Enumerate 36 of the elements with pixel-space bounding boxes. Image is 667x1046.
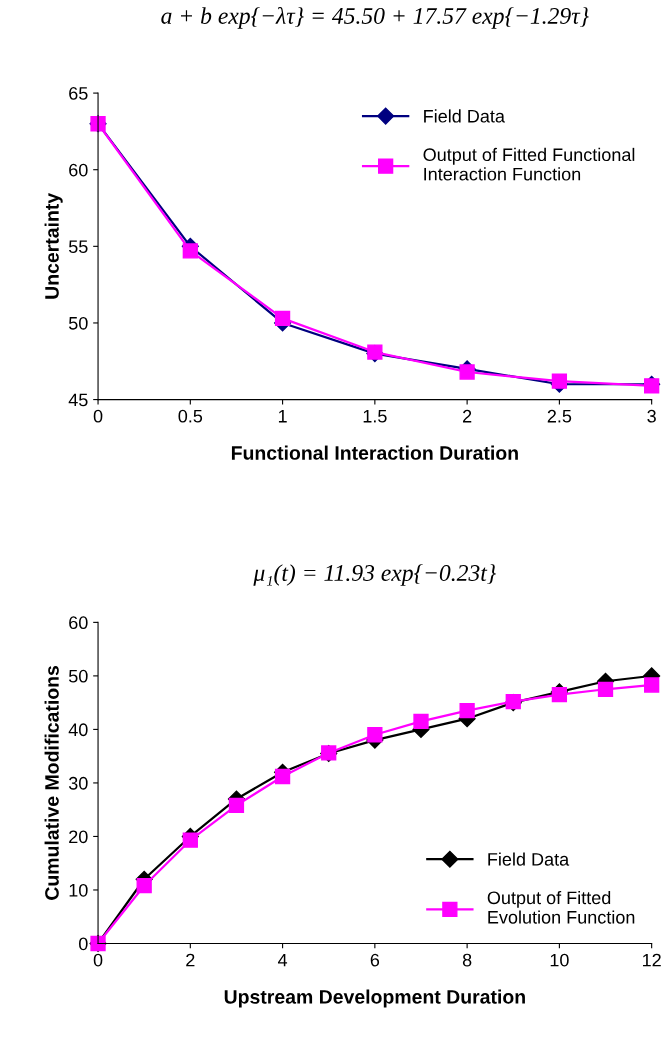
legend-label: Output of Fitted Functional Interaction Function (423, 147, 635, 181)
legend-label: Field Data (424, 109, 505, 123)
x-tick-label: 0 (93, 953, 103, 967)
y-axis-title: Uncertainty (44, 192, 63, 299)
y-tick-label: 45 (68, 393, 88, 407)
x-tick-label: 2 (463, 409, 472, 423)
x-tick-label: 0.5 (178, 409, 203, 423)
y-tick-label: 10 (69, 883, 88, 897)
x-tick-label: 6 (370, 953, 380, 967)
legend-label: Field Data (488, 852, 570, 866)
x-axis-title: Upstream Development Duration (224, 989, 525, 1008)
y-tick-label: 65 (69, 87, 88, 100)
x-tick-label: 10 (550, 953, 569, 967)
x-tick-label: 4 (277, 953, 288, 967)
y-axis-title: Cumulative Modifications (44, 665, 59, 900)
chart-title: μ₁(t) = 11.93 exp{−0.23t} (253, 564, 497, 586)
x-tick-label: 8 (462, 953, 472, 967)
x-tick-label: 1 (278, 409, 287, 423)
x-tick-label: 2 (186, 953, 195, 967)
x-tick-label: 1.5 (363, 409, 387, 423)
y-tick-label: 20 (69, 830, 88, 844)
y-tick-label: 60 (69, 163, 88, 177)
y-tick-label: 60 (69, 616, 88, 630)
legend-label: Output of Fitted Evolution Function (487, 890, 635, 924)
y-tick-label: 50 (68, 669, 88, 683)
y-tick-label: 40 (68, 723, 88, 737)
x-axis-title: Functional Interaction Duration (231, 445, 518, 460)
chart-title: a + b exp{−λτ} = 45.50 + 17.57 exp{−1.29τ} (161, 7, 589, 29)
y-tick-label: 30 (68, 776, 88, 790)
y-tick-label: 55 (68, 240, 88, 254)
y-tick-label: 0 (78, 937, 88, 951)
y-tick-label: 50 (68, 316, 88, 330)
x-tick-label: 12 (643, 953, 661, 967)
x-tick-label: 0 (93, 409, 103, 423)
x-tick-label: 2.5 (547, 409, 572, 423)
x-tick-label: 3 (647, 409, 656, 423)
